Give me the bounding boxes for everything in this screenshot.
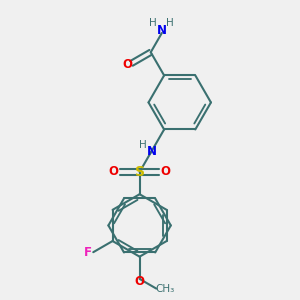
Text: O: O (135, 275, 145, 288)
Text: N: N (157, 24, 167, 37)
Text: O: O (160, 165, 170, 178)
Text: O: O (122, 58, 132, 71)
Text: F: F (84, 246, 92, 259)
Text: N: N (147, 145, 157, 158)
Text: H: H (139, 140, 146, 150)
Text: H: H (148, 18, 156, 28)
Text: CH₃: CH₃ (155, 284, 174, 294)
Text: H: H (166, 18, 174, 28)
Text: O: O (109, 165, 119, 178)
Text: S: S (135, 165, 145, 179)
